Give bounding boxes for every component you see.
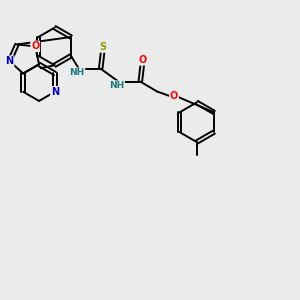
Text: O: O [138, 55, 146, 65]
Text: N: N [51, 87, 59, 97]
Text: NH: NH [109, 81, 124, 90]
Text: NH: NH [69, 68, 85, 77]
Text: O: O [170, 92, 178, 101]
Text: S: S [99, 42, 106, 52]
Text: O: O [31, 41, 39, 51]
Text: N: N [5, 56, 14, 66]
